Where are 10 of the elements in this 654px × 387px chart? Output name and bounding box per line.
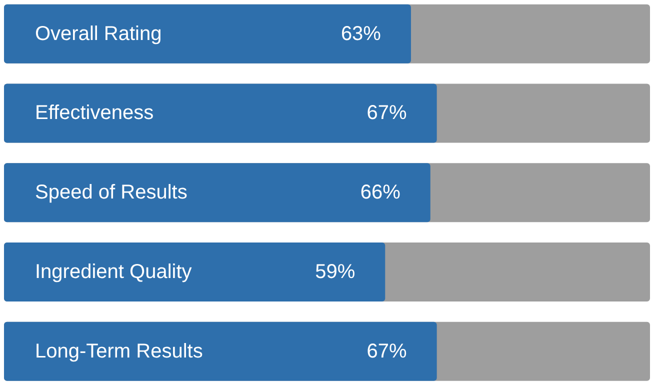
y-tick-label: Ingredient Quality bbox=[35, 261, 192, 284]
data-label: 67% bbox=[366, 340, 408, 362]
y-tick-label: Long-Term Results bbox=[35, 340, 203, 362]
data-label: 59% bbox=[315, 261, 356, 284]
data-label: 66% bbox=[360, 182, 401, 204]
data-label: 67% bbox=[366, 102, 408, 124]
y-tick-label: Overall Rating bbox=[35, 22, 162, 45]
data-label: 63% bbox=[340, 22, 382, 45]
y-tick-label: Effectiveness bbox=[35, 102, 154, 124]
y-tick-label: Speed of Results bbox=[35, 182, 188, 204]
